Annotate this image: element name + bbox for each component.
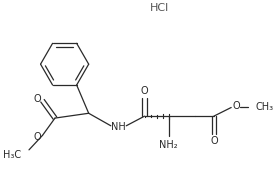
Text: CH₃: CH₃ bbox=[255, 102, 273, 113]
Text: O: O bbox=[141, 86, 148, 96]
Text: NH: NH bbox=[111, 122, 126, 132]
Text: HCl: HCl bbox=[150, 3, 169, 13]
Text: O: O bbox=[34, 94, 42, 104]
Text: O: O bbox=[210, 136, 218, 146]
Text: NH₂: NH₂ bbox=[159, 140, 178, 150]
Text: O: O bbox=[34, 132, 42, 142]
Text: O: O bbox=[232, 101, 240, 111]
Text: H₃C: H₃C bbox=[3, 150, 21, 160]
